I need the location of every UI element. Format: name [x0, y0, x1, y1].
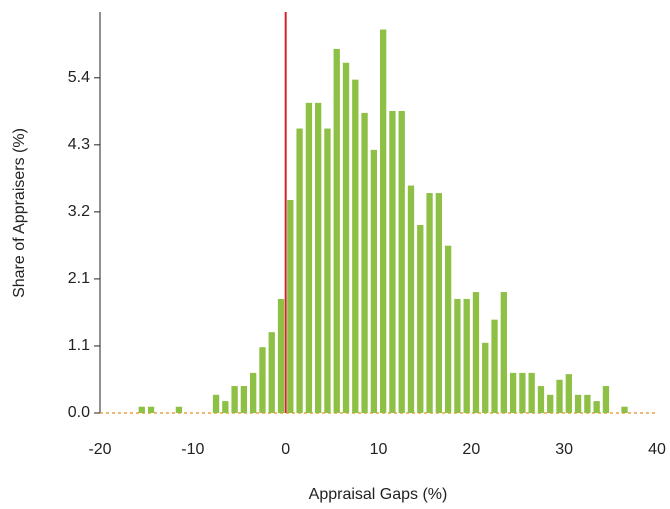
- y-tick-label: 1.1: [68, 337, 90, 354]
- bar: [296, 128, 303, 413]
- bar: [472, 292, 480, 413]
- bar: [398, 110, 405, 413]
- y-tick-label: 0.0: [68, 404, 90, 421]
- bar: [250, 372, 257, 413]
- bar: [222, 401, 229, 413]
- bar: [537, 386, 545, 413]
- bar: [435, 193, 442, 413]
- bar: [565, 374, 572, 413]
- bar: [500, 292, 507, 413]
- bar: [342, 62, 350, 414]
- bar: [417, 225, 424, 413]
- bar: [379, 29, 387, 413]
- x-tick-label: -20: [88, 441, 111, 458]
- bar: [333, 48, 340, 413]
- y-axis-title: Share of Appraisers (%): [11, 128, 28, 298]
- bar: [389, 110, 396, 413]
- bar: [352, 79, 359, 413]
- x-tick-label: 40: [648, 441, 666, 458]
- bar: [287, 199, 294, 413]
- x-tick-label: 0: [281, 441, 290, 458]
- x-tick-label: 20: [462, 441, 480, 458]
- bar: [231, 386, 238, 413]
- bar: [370, 149, 378, 413]
- bar: [147, 406, 155, 413]
- x-tick-label: 30: [555, 441, 573, 458]
- bar: [547, 394, 554, 413]
- bar: [277, 298, 285, 413]
- bar: [444, 245, 452, 413]
- bar: [138, 406, 145, 413]
- bar: [519, 372, 526, 413]
- bar: [528, 372, 535, 413]
- bar: [621, 406, 628, 413]
- bar: [305, 102, 313, 413]
- bar: [509, 372, 517, 413]
- bar: [491, 319, 498, 413]
- y-tick-label: 3.2: [68, 203, 90, 220]
- bar: [315, 102, 322, 413]
- bar: [259, 347, 266, 413]
- bar: [212, 394, 220, 413]
- y-tick-label: 5.4: [68, 69, 90, 86]
- bar: [593, 401, 600, 413]
- bar: [556, 379, 563, 413]
- bar: [175, 406, 183, 413]
- y-tick-label: 2.1: [68, 270, 90, 287]
- bar: [240, 386, 248, 413]
- bar: [602, 386, 610, 413]
- y-tick-label: 4.3: [68, 136, 90, 153]
- bar: [361, 112, 368, 414]
- bar: [584, 394, 591, 413]
- bar: [268, 332, 275, 413]
- bar: [574, 394, 582, 413]
- bar: [454, 298, 461, 413]
- bar: [407, 185, 415, 413]
- bar: [463, 298, 470, 413]
- x-tick-label: 10: [370, 441, 388, 458]
- bar: [426, 193, 433, 413]
- x-tick-label: -10: [181, 441, 204, 458]
- bar: [324, 128, 331, 413]
- bar: [482, 342, 489, 413]
- x-axis-title: Appraisal Gaps (%): [309, 486, 448, 503]
